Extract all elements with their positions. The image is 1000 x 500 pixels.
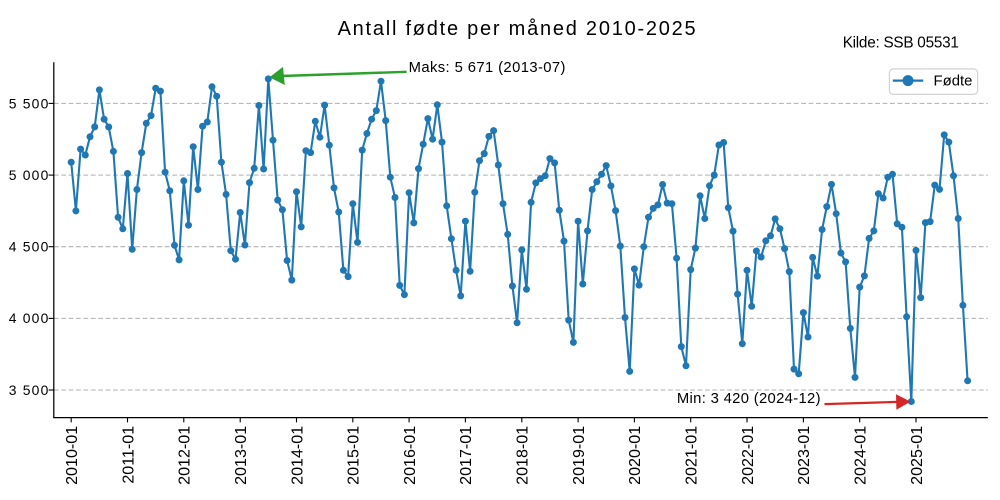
svg-text:4 000: 4 000 [9,310,50,326]
svg-text:Maks: 5 671 (2013-07): Maks: 5 671 (2013-07) [409,60,566,76]
svg-text:2011-01: 2011-01 [119,426,137,484]
svg-text:2025-01: 2025-01 [908,426,926,485]
svg-text:Kilde: SSB 05531: Kilde: SSB 05531 [843,34,959,51]
svg-text:2015-01: 2015-01 [345,426,363,485]
svg-text:2020-01: 2020-01 [626,426,644,485]
svg-text:2014-01: 2014-01 [288,426,306,485]
svg-text:2017-01: 2017-01 [457,426,475,485]
svg-text:2016-01: 2016-01 [401,426,419,485]
svg-text:4 500: 4 500 [9,239,50,255]
svg-text:5 500: 5 500 [9,95,50,111]
svg-text:2018-01: 2018-01 [514,426,532,485]
svg-text:2024-01: 2024-01 [852,426,870,485]
svg-text:Antall fødte per måned 2010-20: Antall fødte per måned 2010-2025 [338,18,698,40]
svg-text:2010-01: 2010-01 [63,426,81,485]
svg-text:2021-01: 2021-01 [683,426,701,485]
svg-text:2012-01: 2012-01 [176,426,194,485]
svg-text:2013-01: 2013-01 [232,426,250,485]
svg-text:5 000: 5 000 [9,167,50,183]
svg-text:2022-01: 2022-01 [739,426,757,485]
svg-text:Min: 3 420 (2024-12): Min: 3 420 (2024-12) [677,391,821,407]
svg-text:2023-01: 2023-01 [795,426,813,485]
svg-text:Fødte: Fødte [934,74,973,90]
svg-text:3 500: 3 500 [9,382,50,398]
svg-text:2019-01: 2019-01 [570,426,588,485]
